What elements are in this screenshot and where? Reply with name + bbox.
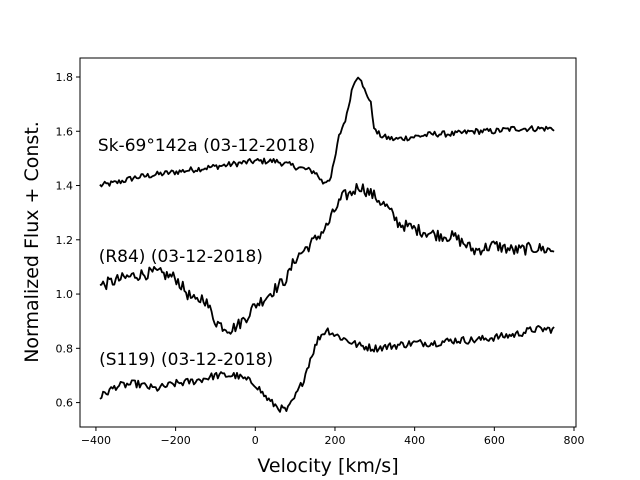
series-label: Sk-69°142a (03-12-2018) <box>98 136 315 156</box>
y-tick-label: 1.2 <box>56 234 74 247</box>
y-axis: 0.6 0.8 1.0 1.2 1.4 1.6 1.8 <box>56 71 80 410</box>
x-axis-title: Velocity [km/s] <box>257 455 398 477</box>
y-tick-label: 0.6 <box>56 397 74 410</box>
y-tick-label: 1.4 <box>56 180 74 193</box>
series-label: (R84) (03-12-2018) <box>99 247 263 267</box>
spectrum-line <box>99 182 555 335</box>
plot-frame <box>79 57 577 428</box>
spectrum-line <box>99 324 555 413</box>
x-tick-label: 200 <box>324 434 345 447</box>
x-tick-label: −200 <box>161 434 191 447</box>
x-tick-label: 400 <box>404 434 425 447</box>
y-tick-label: 1.0 <box>56 288 74 301</box>
x-tick-label: −400 <box>81 434 111 447</box>
y-axis-title: Normalized Flux + Const. <box>21 121 43 363</box>
series-group <box>99 76 555 413</box>
x-tick-label: 0 <box>252 434 259 447</box>
series-labels: Sk-69°142a (03-12-2018) (R84) (03-12-2018… <box>98 136 315 370</box>
x-tick-label: 600 <box>484 434 505 447</box>
x-tick-label: 800 <box>564 434 585 447</box>
spectrum-line <box>99 76 555 188</box>
series-label: (S119) (03-12-2018) <box>99 350 273 370</box>
y-tick-label: 0.8 <box>56 342 74 355</box>
y-tick-label: 1.8 <box>56 71 74 84</box>
x-axis: −400 −200 0 200 400 600 800 <box>81 427 585 447</box>
y-tick-label: 1.6 <box>56 125 74 138</box>
